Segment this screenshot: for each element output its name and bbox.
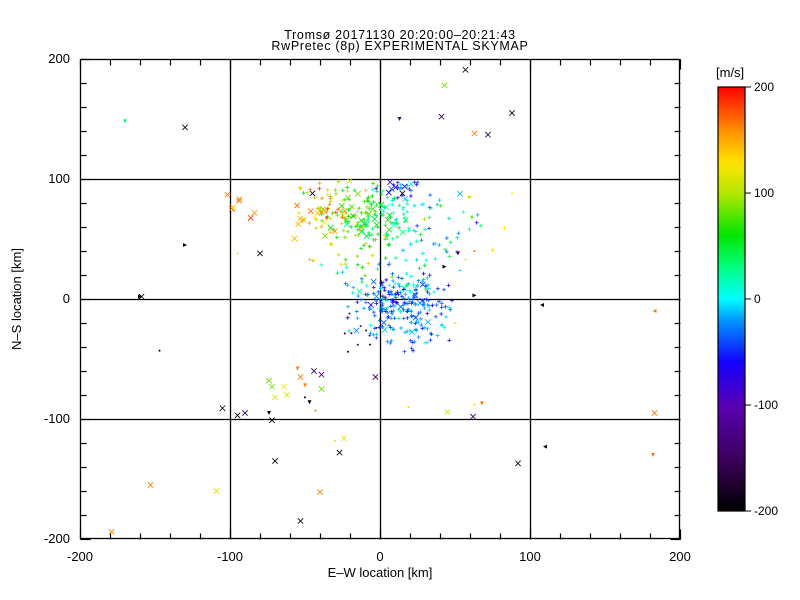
svg-text:-200: -200 — [754, 504, 778, 518]
svg-text:100: 100 — [48, 171, 70, 186]
svg-text:0: 0 — [754, 292, 761, 306]
svg-text:200: 200 — [754, 80, 774, 94]
svg-text:-100: -100 — [44, 411, 70, 426]
svg-text:-200: -200 — [44, 531, 70, 546]
svg-text:200: 200 — [669, 549, 691, 564]
svg-text:100: 100 — [519, 549, 541, 564]
svg-text:100: 100 — [754, 186, 774, 200]
svg-text:0: 0 — [376, 549, 383, 564]
svg-text:0: 0 — [63, 291, 70, 306]
svg-text:200: 200 — [48, 51, 70, 66]
svg-text:-100: -100 — [754, 398, 778, 412]
svg-text:-200: -200 — [67, 549, 93, 564]
svg-text:-100: -100 — [217, 549, 243, 564]
svg-text:[m/s]: [m/s] — [716, 65, 744, 80]
